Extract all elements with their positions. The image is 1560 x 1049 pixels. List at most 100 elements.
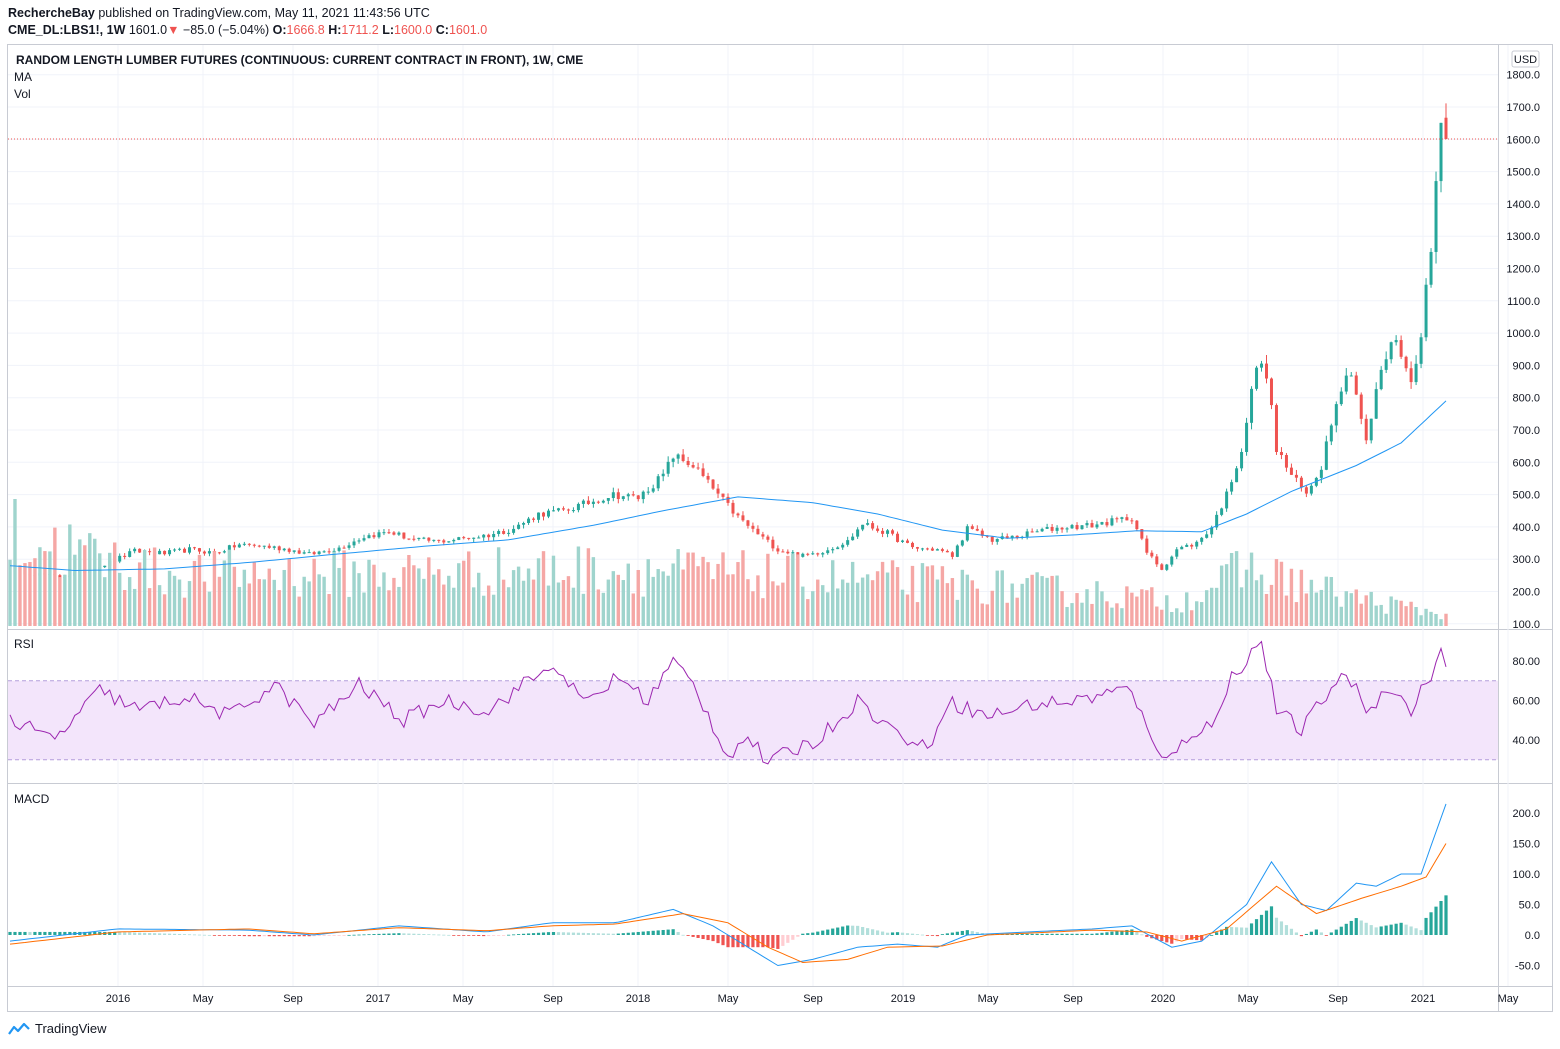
candle-body — [1035, 531, 1039, 533]
candle-body — [726, 496, 730, 503]
macd-hist-bar — [920, 934, 925, 936]
macd-hist-bar — [895, 932, 900, 935]
macd-hist-bar — [671, 929, 675, 935]
macd-hist-bar — [1115, 931, 1119, 935]
volume-bar — [337, 567, 341, 626]
candle-body — [1334, 404, 1338, 426]
volume-bar — [1284, 595, 1289, 626]
volume-bar — [108, 552, 112, 626]
volume-bar — [142, 550, 147, 626]
candle-body — [1080, 525, 1084, 530]
volume-bar — [1075, 593, 1079, 626]
macd-hist-bar — [1130, 929, 1134, 935]
candle-body — [1125, 517, 1129, 521]
macd-hist-bar — [262, 935, 266, 937]
macd-hist-bar — [357, 934, 361, 936]
macd-hist-bar — [133, 932, 137, 935]
rsi-line — [9, 640, 1447, 765]
volume-bar — [656, 569, 660, 626]
candle-body — [786, 551, 790, 554]
candle-body — [377, 532, 381, 538]
candle-body — [736, 513, 740, 516]
macd-hist-bar — [930, 935, 935, 936]
candle-body — [1260, 363, 1264, 368]
candle-body — [1329, 425, 1333, 442]
candle-body — [188, 547, 191, 553]
candle-body — [1265, 363, 1268, 379]
candle-body — [222, 551, 226, 553]
volume-bar — [1165, 595, 1169, 626]
macd-histogram — [8, 895, 1448, 949]
time-tick-label: May — [1238, 993, 1259, 1005]
macd-hist-bar — [1090, 933, 1094, 935]
candle-body — [58, 575, 62, 578]
price-tick-label: 1600.0 — [1506, 134, 1540, 146]
volume-bar — [686, 552, 690, 626]
footer-brand[interactable]: TradingView — [35, 1021, 107, 1036]
price-tick-label: 1200.0 — [1506, 264, 1540, 276]
candle-body — [337, 547, 341, 551]
candle-body — [886, 530, 890, 534]
macd-hist-bar — [63, 931, 67, 935]
macd-hist-bar — [616, 933, 620, 935]
candle-body — [217, 552, 221, 554]
volume-bar — [1105, 601, 1109, 626]
volume-bar — [1070, 603, 1074, 626]
candle-body — [1324, 441, 1328, 470]
volume-bar — [462, 560, 466, 626]
volume-bar — [1085, 589, 1089, 626]
macd-hist-bar — [521, 933, 526, 935]
ma-label: MA — [14, 70, 32, 84]
macd-hist-bar — [516, 934, 521, 935]
candle-body — [1145, 538, 1149, 553]
volume-bar — [870, 580, 875, 626]
candle-body — [1309, 485, 1313, 494]
time-tick-label: 2018 — [626, 993, 650, 1005]
macd-hist-bar — [272, 935, 276, 937]
candle-body — [576, 503, 580, 511]
candle-body — [731, 502, 735, 514]
macd-hist-bar — [1269, 906, 1274, 935]
macd-hist-bar — [1394, 923, 1398, 935]
author-name[interactable]: RechercheBay — [8, 6, 95, 20]
macd-hist-bar — [1439, 900, 1443, 935]
volume-bar — [117, 572, 122, 626]
candle-body — [1255, 367, 1259, 389]
volume-bar — [1170, 612, 1174, 626]
volume-bar — [387, 590, 391, 626]
volume-bar — [985, 604, 989, 626]
macd-hist-bar — [33, 931, 37, 935]
candle-body — [616, 492, 620, 500]
macd-hist-bar — [1055, 933, 1059, 935]
macd-hist-bar — [546, 932, 551, 935]
macd-hist-bar — [352, 934, 356, 936]
candle-body — [915, 547, 919, 549]
macd-hist-bar — [856, 925, 860, 935]
candle-body — [551, 510, 555, 512]
volume-bar — [227, 549, 232, 626]
candle-body — [183, 548, 187, 553]
candle-body — [432, 539, 436, 541]
volume-bar — [1204, 590, 1209, 626]
candle-body — [1140, 529, 1144, 539]
candle-body — [561, 508, 565, 510]
volume-bar — [930, 565, 935, 626]
volume-bar — [536, 558, 541, 626]
candle-body — [1095, 524, 1099, 528]
volume-bar — [1389, 596, 1393, 626]
volume-bar — [905, 594, 910, 626]
rsi-band — [8, 680, 1498, 760]
candle-body — [591, 501, 595, 504]
volume-bar — [910, 565, 915, 626]
candle-body — [975, 528, 979, 531]
candle-body — [148, 551, 152, 553]
symbol: CME_DL:LBS1!, 1W — [8, 23, 126, 37]
macd-hist-bar — [1369, 925, 1373, 935]
volume-bar — [1224, 564, 1229, 626]
volume-bar — [1150, 587, 1154, 626]
volume-bar — [1100, 591, 1104, 626]
candle-body — [1030, 531, 1034, 533]
macd-hist-bar — [965, 930, 969, 935]
volume-bar — [1055, 575, 1059, 626]
